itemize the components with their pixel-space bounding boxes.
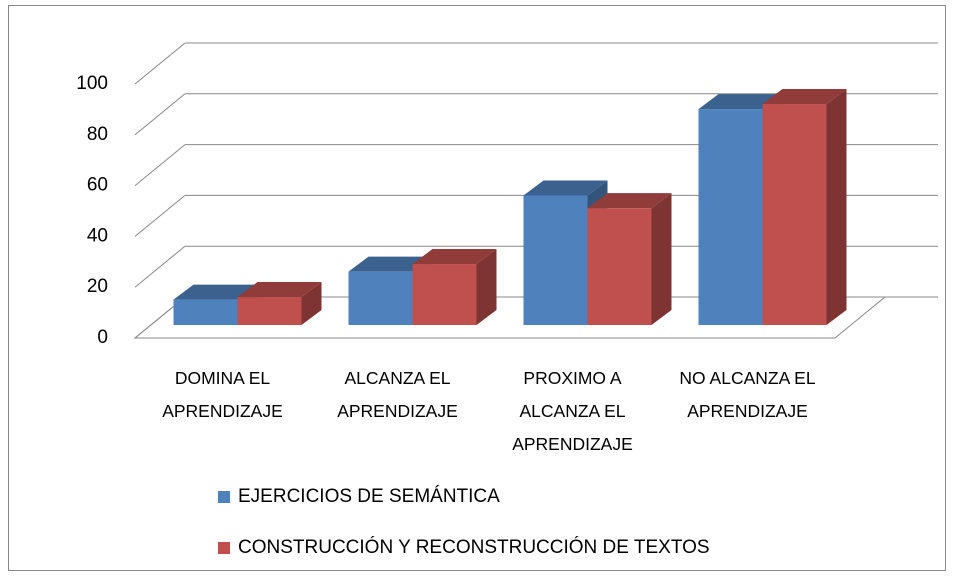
bar	[523, 195, 588, 325]
side-grid-line	[134, 245, 186, 288]
bar-top	[523, 180, 608, 196]
bar	[762, 104, 827, 326]
x-tick-label: DOMINA EL APRENDIZAJE	[162, 368, 283, 421]
bar	[587, 208, 652, 325]
legend-swatch	[218, 491, 230, 503]
bar-top	[762, 89, 847, 105]
y-tick-label: 40	[87, 225, 108, 246]
bar-top	[237, 282, 322, 298]
side-grid-line	[134, 42, 186, 85]
legend-label: CONSTRUCCIÓN Y RECONSTRUCCIÓN DE TEXTOS	[238, 536, 710, 558]
bar	[412, 264, 477, 325]
bar-side	[826, 89, 847, 326]
y-tick-label: 0	[97, 327, 108, 348]
chart-border	[8, 5, 946, 571]
bar-top	[173, 284, 258, 300]
bar-top	[587, 193, 672, 209]
side-grid-line	[134, 144, 186, 186]
bar-side	[301, 282, 322, 325]
bar	[698, 109, 763, 325]
y-tick-label: 100	[76, 73, 108, 94]
y-tick-label: 20	[87, 276, 108, 297]
bar	[173, 299, 238, 325]
bar	[237, 297, 302, 325]
y-tick-label: 80	[87, 124, 108, 145]
x-tick-label: NO ALCANZA EL APRENDIZAJE	[679, 368, 816, 421]
bar-top	[412, 249, 497, 265]
side-grid-line	[134, 195, 186, 237]
y-tick-label: 60	[87, 175, 108, 196]
legend-swatch	[218, 542, 230, 554]
side-grid-line	[134, 93, 186, 136]
bar-top	[348, 256, 433, 272]
x-tick-label: PROXIMO A ALCANZA EL APRENDIZAJE	[512, 368, 633, 454]
bar-side	[651, 193, 672, 325]
legend-label: EJERCICIOS DE SEMÁNTICA	[238, 486, 500, 507]
x-tick-label: ALCANZA EL APRENDIZAJE	[337, 368, 458, 421]
bar	[348, 271, 413, 325]
bar-side	[476, 249, 497, 325]
bar-top	[698, 94, 783, 110]
